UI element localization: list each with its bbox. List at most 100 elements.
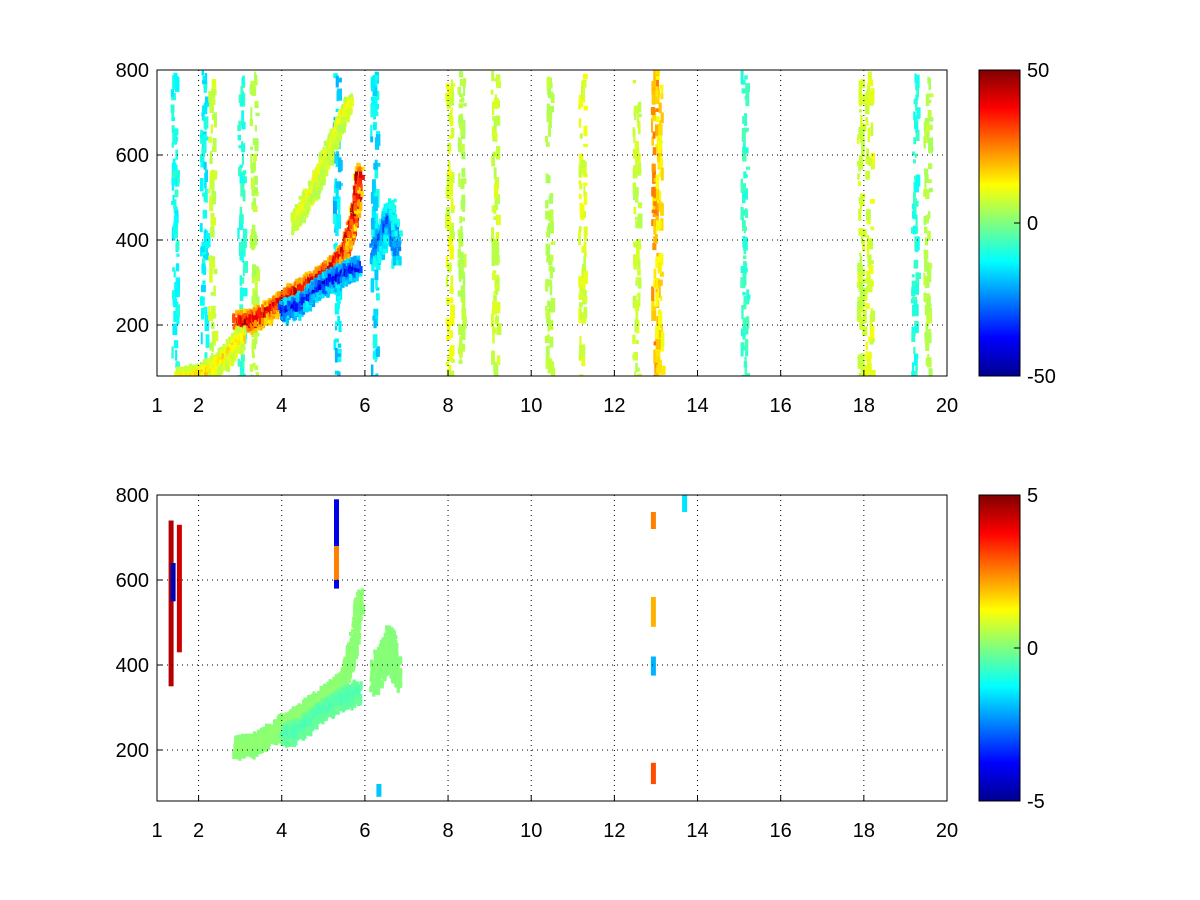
top-stripe-cell <box>209 150 213 164</box>
top-stripe-cell <box>654 81 658 90</box>
top-stripe-cell <box>929 93 934 98</box>
top-ridge-cell <box>351 224 355 232</box>
top-ridge-cell <box>307 303 311 312</box>
top-ridge-cell <box>266 300 270 307</box>
top-ridge-cell <box>355 184 359 191</box>
top-ridge-cell <box>299 208 303 216</box>
top-ridge-cell <box>268 305 272 312</box>
top-stripe-cell <box>581 80 586 88</box>
top-ridge-cell <box>181 380 184 386</box>
top-stripe-cell <box>447 264 452 273</box>
top-stripe-cell <box>637 277 642 289</box>
top-stripe-cell <box>635 278 638 286</box>
top-ridge-cell <box>387 220 391 229</box>
top-stripe-cell <box>205 334 210 348</box>
top-ridge-cell <box>188 375 192 376</box>
top-ridge-cell <box>242 337 246 345</box>
top-stripe-cell <box>447 88 452 98</box>
top-stripe-cell <box>868 78 871 86</box>
top-ridge-cell <box>296 209 300 215</box>
top-stripe-cell <box>333 340 337 351</box>
top-stripe-cell <box>449 115 454 127</box>
top-ridge-cell <box>191 378 194 383</box>
top-ridge-cell <box>195 382 198 386</box>
top-stripe-cell <box>460 285 465 300</box>
top-ridge-cell <box>357 209 361 214</box>
top-stripe-cell <box>204 188 208 203</box>
top-ridge-cell <box>253 324 257 333</box>
top-stripe-cell <box>212 146 216 152</box>
top-ridge-cell <box>371 229 375 239</box>
top-ridge-cell <box>381 220 385 225</box>
top-stripe-cell <box>660 296 663 301</box>
top-ridge-cell <box>323 160 327 170</box>
top-stripe-cell <box>926 267 929 275</box>
top-stripe-cell <box>448 146 451 155</box>
top-ridge-cell <box>307 195 311 202</box>
top-stripe-cell <box>372 179 376 193</box>
top-stripe-cell <box>201 146 206 158</box>
top-stripe-cell <box>653 279 656 288</box>
top-stripe-cell <box>252 288 255 304</box>
top-stripe-cell <box>636 367 640 372</box>
top-ridge-cell <box>193 377 196 381</box>
top-stripe-cell <box>205 169 208 182</box>
top-ridge-cell <box>355 272 359 282</box>
top-ridge-cell <box>326 257 330 265</box>
top-stripe-cell <box>927 269 932 283</box>
top-stripe-cell <box>252 362 256 368</box>
top-x-tick-label: 8 <box>442 395 453 417</box>
top-stripe-cell <box>929 187 933 193</box>
top-ridge-cell <box>276 309 280 317</box>
top-ridge-cell <box>375 240 379 249</box>
top-stripe-cell <box>633 105 639 114</box>
top-stripe-cell <box>461 253 467 268</box>
top-ridge-cell <box>327 147 331 156</box>
top-x-tick-label: 2 <box>193 395 204 417</box>
top-stripe-cell <box>372 223 377 230</box>
top-stripe-cell <box>202 75 206 81</box>
top-stripe-cell <box>204 352 208 364</box>
top-stripe-cell <box>925 293 931 298</box>
top-stripe-cell <box>928 78 931 90</box>
top-stripe-cell <box>865 104 869 115</box>
top-stripe-cell <box>199 178 204 192</box>
top-ridge-cell <box>350 213 354 217</box>
top-stripe-cell <box>653 374 658 376</box>
top-stripe-cell <box>913 300 916 309</box>
top-stripe-cell <box>375 190 379 197</box>
top-ridge-cell <box>189 376 192 380</box>
top-stripe-cell <box>170 89 174 97</box>
top-stripe-cell <box>653 268 657 280</box>
top-ridge-cell <box>319 182 323 191</box>
top-stripe-cell <box>582 173 588 178</box>
top-stripe-cell <box>447 356 451 362</box>
top-ridge-cell <box>317 280 321 285</box>
top-stripe-cell <box>913 205 917 215</box>
top-ridge-cell <box>293 299 297 306</box>
top-ridge-cell <box>240 328 245 332</box>
top-stripe-cell <box>914 117 918 130</box>
top-stripe-cell <box>547 359 551 374</box>
top-ridge-cell <box>353 202 357 211</box>
top-stripe-cell <box>461 197 466 212</box>
top-ridge-cell <box>386 235 390 243</box>
top-stripe-cell <box>867 279 870 293</box>
top-stripe-cell <box>652 213 657 217</box>
top-stripe-cell <box>450 79 454 90</box>
top-ridge-cell <box>314 180 319 186</box>
top-stripe-cell <box>582 98 586 103</box>
top-ridge-cell <box>178 379 181 387</box>
top-ridge-cell <box>194 375 198 376</box>
top-ridge-cell <box>282 312 286 322</box>
top-stripe-cell <box>741 88 746 94</box>
top-stripe-cell <box>203 87 207 93</box>
top-stripe-cell <box>657 262 662 274</box>
top-ridge-cell <box>306 294 311 300</box>
top-ridge-cell <box>239 327 243 335</box>
top-ridge-cell <box>191 381 194 390</box>
top-ridge-cell <box>301 306 305 315</box>
top-stripe-cell <box>547 300 550 308</box>
top-ridge-cell <box>217 365 222 374</box>
